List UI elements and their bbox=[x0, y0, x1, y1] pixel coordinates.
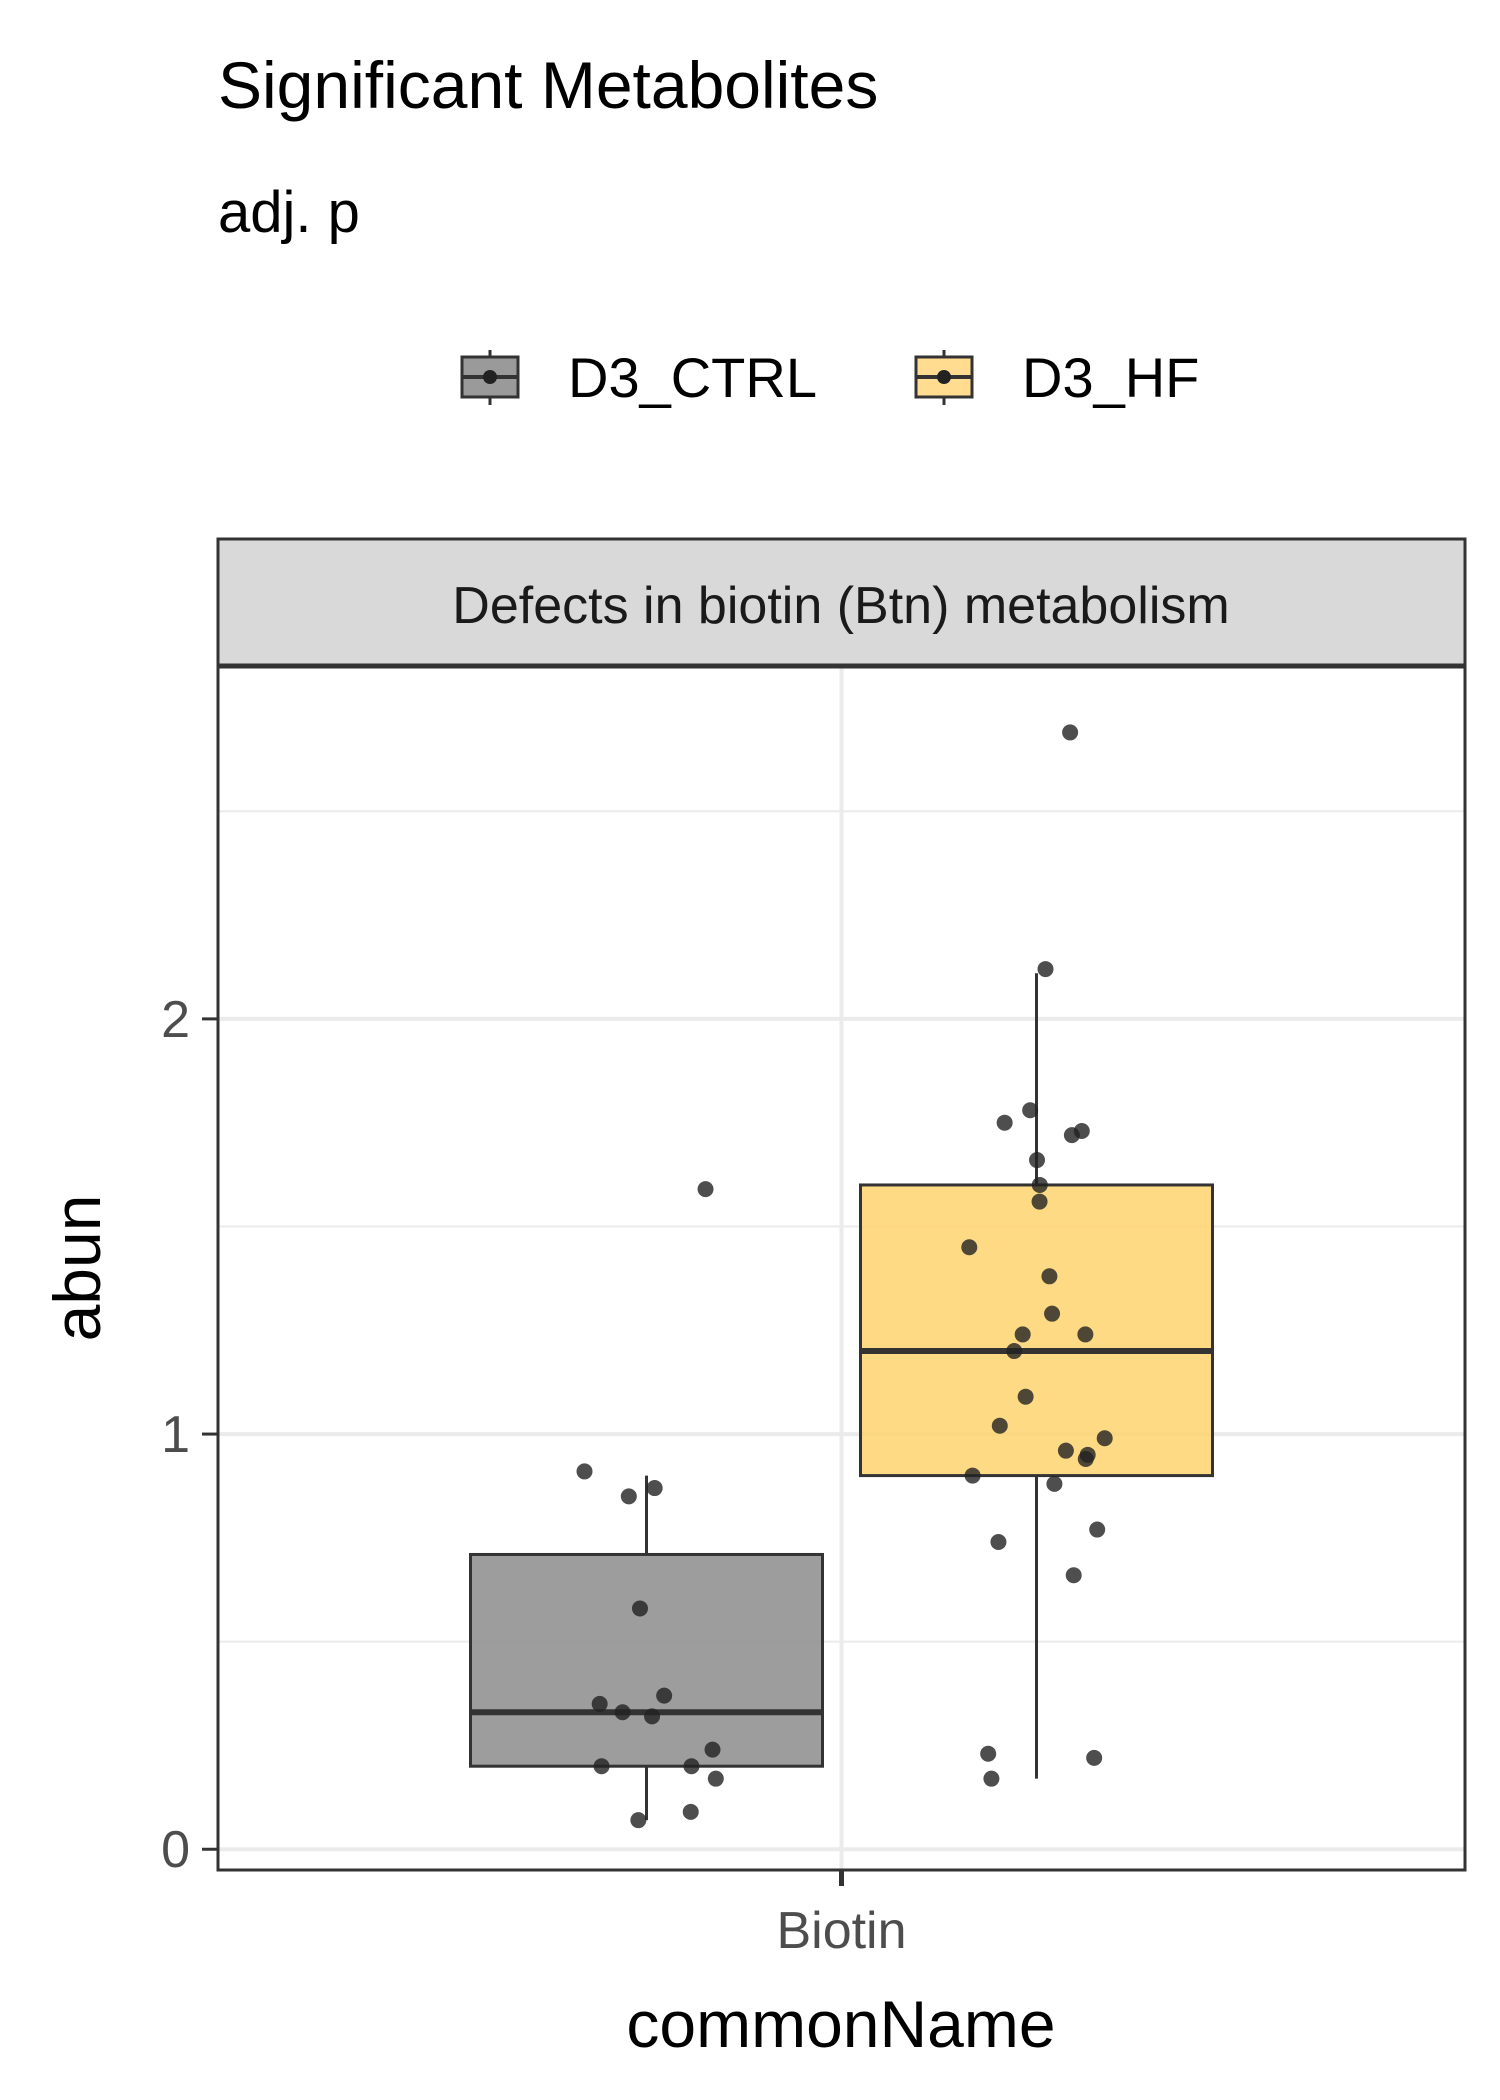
data-point bbox=[1044, 1305, 1061, 1322]
legend-key-ctrl bbox=[460, 350, 520, 405]
data-point bbox=[1089, 1521, 1106, 1538]
data-point bbox=[1017, 1388, 1034, 1405]
y-tick-label: 1 bbox=[161, 1406, 190, 1464]
data-point bbox=[1096, 1430, 1113, 1447]
data-point bbox=[980, 1745, 997, 1762]
data-point bbox=[1029, 1152, 1046, 1169]
legend: D3_CTRL D3_HF bbox=[460, 346, 1199, 409]
data-point bbox=[593, 1758, 610, 1775]
data-point bbox=[990, 1534, 1007, 1551]
data-point bbox=[656, 1687, 673, 1704]
box-body bbox=[469, 1552, 824, 1768]
data-point bbox=[983, 1770, 1000, 1787]
y-tick-label: 0 bbox=[161, 1821, 190, 1879]
data-point bbox=[1062, 724, 1079, 741]
data-point bbox=[991, 1417, 1008, 1434]
legend-key-hf bbox=[914, 350, 974, 405]
chart-title: Significant Metabolites bbox=[218, 48, 878, 122]
data-point bbox=[1086, 1749, 1103, 1766]
data-point bbox=[1037, 961, 1054, 978]
data-point bbox=[1077, 1450, 1094, 1467]
box-body bbox=[859, 1183, 1214, 1478]
box-group bbox=[469, 973, 1214, 1821]
data-point bbox=[961, 1239, 978, 1256]
x-tick-label: Biotin bbox=[776, 1902, 906, 1960]
data-point bbox=[591, 1695, 608, 1712]
data-point bbox=[683, 1758, 700, 1775]
data-point bbox=[1031, 1176, 1048, 1193]
data-point bbox=[707, 1770, 724, 1787]
facet-strip bbox=[216, 537, 1467, 668]
y-axis-title: abun bbox=[40, 1195, 114, 1342]
y-axis: 0 1 2 bbox=[161, 991, 218, 1879]
legend-label-ctrl: D3_CTRL bbox=[568, 346, 817, 409]
data-point bbox=[1022, 1102, 1039, 1119]
data-point bbox=[620, 1488, 637, 1505]
data-point bbox=[964, 1467, 981, 1484]
gridlines bbox=[218, 666, 1465, 1870]
data-point bbox=[630, 1812, 647, 1829]
data-point bbox=[1006, 1343, 1023, 1360]
data-point bbox=[996, 1114, 1013, 1131]
data-point bbox=[1014, 1326, 1031, 1343]
data-point bbox=[1057, 1442, 1074, 1459]
data-point bbox=[1031, 1193, 1048, 1210]
data-point bbox=[576, 1463, 593, 1480]
x-axis-title: commonName bbox=[626, 1987, 1055, 2061]
x-axis: Biotin bbox=[776, 1870, 907, 1960]
box-D3_CTRL bbox=[469, 1475, 824, 1821]
chart-subtitle: adj. p bbox=[218, 180, 360, 245]
data-point bbox=[1041, 1268, 1058, 1285]
data-point bbox=[646, 1480, 663, 1497]
legend-label-hf: D3_HF bbox=[1022, 346, 1199, 409]
facet-strip-label: Defects in biotin (Btn) metabolism bbox=[452, 577, 1229, 635]
data-point bbox=[1065, 1567, 1082, 1584]
data-point bbox=[1077, 1326, 1094, 1343]
data-point bbox=[704, 1741, 721, 1758]
y-tick-label: 2 bbox=[161, 991, 190, 1049]
data-point bbox=[682, 1803, 699, 1820]
data-point bbox=[644, 1708, 661, 1725]
box-D3_HF bbox=[859, 973, 1214, 1779]
point-group bbox=[576, 724, 1113, 1829]
data-point bbox=[631, 1600, 648, 1617]
data-point bbox=[1063, 1127, 1080, 1144]
data-point bbox=[614, 1704, 631, 1721]
data-point bbox=[1046, 1475, 1063, 1492]
data-point bbox=[697, 1181, 714, 1198]
